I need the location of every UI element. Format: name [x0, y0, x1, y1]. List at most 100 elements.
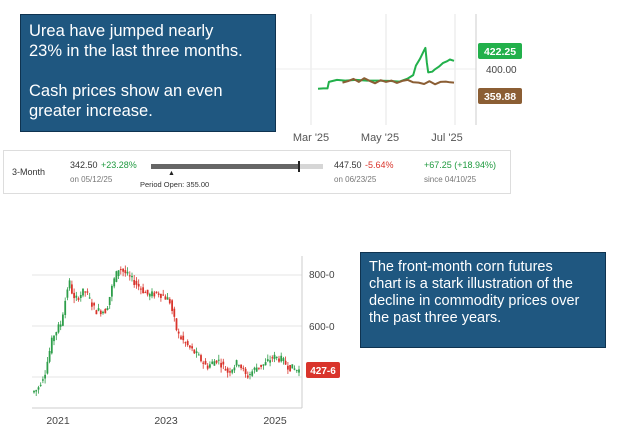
candle-body [122, 268, 124, 272]
candle-body [211, 361, 214, 364]
candle-body [88, 297, 91, 299]
candle-body [62, 314, 64, 326]
candle-body [140, 288, 142, 290]
candle-body [93, 303, 95, 306]
candle-body [287, 365, 289, 370]
candle-body [33, 390, 35, 393]
period-change: +67.25 (+18.94%) [424, 160, 497, 170]
candle-body [278, 358, 280, 362]
candle-body [50, 337, 53, 354]
high-change: -5.64% [365, 160, 394, 170]
callout-spacer [29, 61, 267, 81]
candle-body [244, 368, 247, 374]
candle-body [235, 360, 238, 366]
candle-body [224, 369, 227, 371]
candle-body [137, 283, 140, 287]
candle-body [273, 354, 276, 360]
candle-body [39, 384, 42, 386]
candle-body [64, 300, 67, 315]
cash-last-price-badge [478, 88, 522, 104]
candle-body [91, 302, 93, 307]
candle-body [66, 289, 69, 298]
corn-callout: The front-month corn futures chart is a … [360, 252, 606, 348]
candle-body [189, 345, 191, 348]
candle-body [102, 311, 104, 314]
candle-body [184, 342, 187, 344]
candle-body [166, 297, 169, 300]
candle-body [142, 287, 144, 293]
candle-body [42, 379, 44, 381]
candle-body [295, 370, 298, 372]
candle-body [68, 280, 71, 289]
candle-body [119, 269, 122, 271]
candle-body [160, 293, 162, 298]
candle-body [249, 374, 251, 376]
y-tick-label: 400.00 [486, 65, 517, 76]
candle-body [108, 297, 111, 305]
cash-series-line [342, 77, 455, 86]
candle-body [262, 364, 265, 366]
period-open-arrow-icon: ▲ [168, 170, 175, 177]
candle-body [255, 367, 258, 372]
candle-body [164, 296, 167, 300]
candle-body [253, 367, 256, 370]
candle-body [275, 356, 278, 358]
candle-body [186, 341, 189, 346]
candle-body [298, 369, 300, 373]
candle-body [59, 324, 62, 327]
candle-body [148, 293, 151, 297]
candle-body [131, 275, 133, 278]
candle-body [226, 368, 229, 373]
candle-body [53, 335, 55, 342]
high-value: 447.50 [334, 160, 362, 170]
low-date: on 05/12/25 [70, 175, 113, 184]
candle-body [291, 364, 294, 369]
low-change: +23.28% [101, 160, 137, 170]
since-date: since 04/10/25 [424, 175, 477, 184]
candle-body [215, 360, 218, 363]
candle-body [97, 308, 100, 311]
candle-body [258, 367, 260, 369]
candle-body [202, 362, 205, 364]
candle-body [177, 331, 180, 334]
callout-text: Urea have jumped nearly [29, 22, 214, 40]
candle-body [44, 374, 46, 379]
candle-body [144, 292, 147, 294]
candle-body [153, 292, 156, 297]
candle-body [200, 355, 202, 362]
candle-body [206, 365, 209, 369]
callout-text: greater increase. [29, 102, 153, 120]
last-price-badge [306, 362, 340, 378]
candle-body [84, 291, 87, 293]
candle-body [171, 300, 173, 311]
candle-body [260, 364, 262, 367]
candle-body [155, 291, 158, 293]
range-marker [297, 161, 300, 172]
candle-body [73, 292, 75, 299]
candle-body [266, 359, 269, 361]
candle-body [233, 367, 236, 371]
candle-body [133, 280, 136, 285]
candle-body [71, 284, 73, 294]
callout-text: The front-month corn futures [369, 259, 553, 275]
callout-text: chart is a stark illustration of the [369, 276, 573, 292]
candle-body [197, 354, 200, 356]
high-date: on 06/23/25 [334, 175, 377, 184]
x-tick-label: 2021 [46, 415, 70, 427]
y-tick-label: 600-0 [309, 322, 335, 333]
last-price-label: 427-6 [310, 366, 336, 377]
candle-body [191, 346, 193, 349]
callout-text: decline in commodity prices over [369, 293, 580, 309]
candle-body [293, 368, 296, 370]
futures-last-price-label: 422.25 [484, 46, 516, 58]
candle-body [242, 367, 245, 369]
candle-body [151, 291, 153, 297]
candle-body [222, 361, 225, 365]
candle-body [106, 308, 109, 310]
candle-body [240, 364, 242, 369]
candle-body [280, 355, 283, 362]
candle-body [193, 349, 196, 354]
candle-body [162, 294, 165, 296]
candle-body [79, 295, 82, 298]
candle-body [111, 285, 113, 297]
